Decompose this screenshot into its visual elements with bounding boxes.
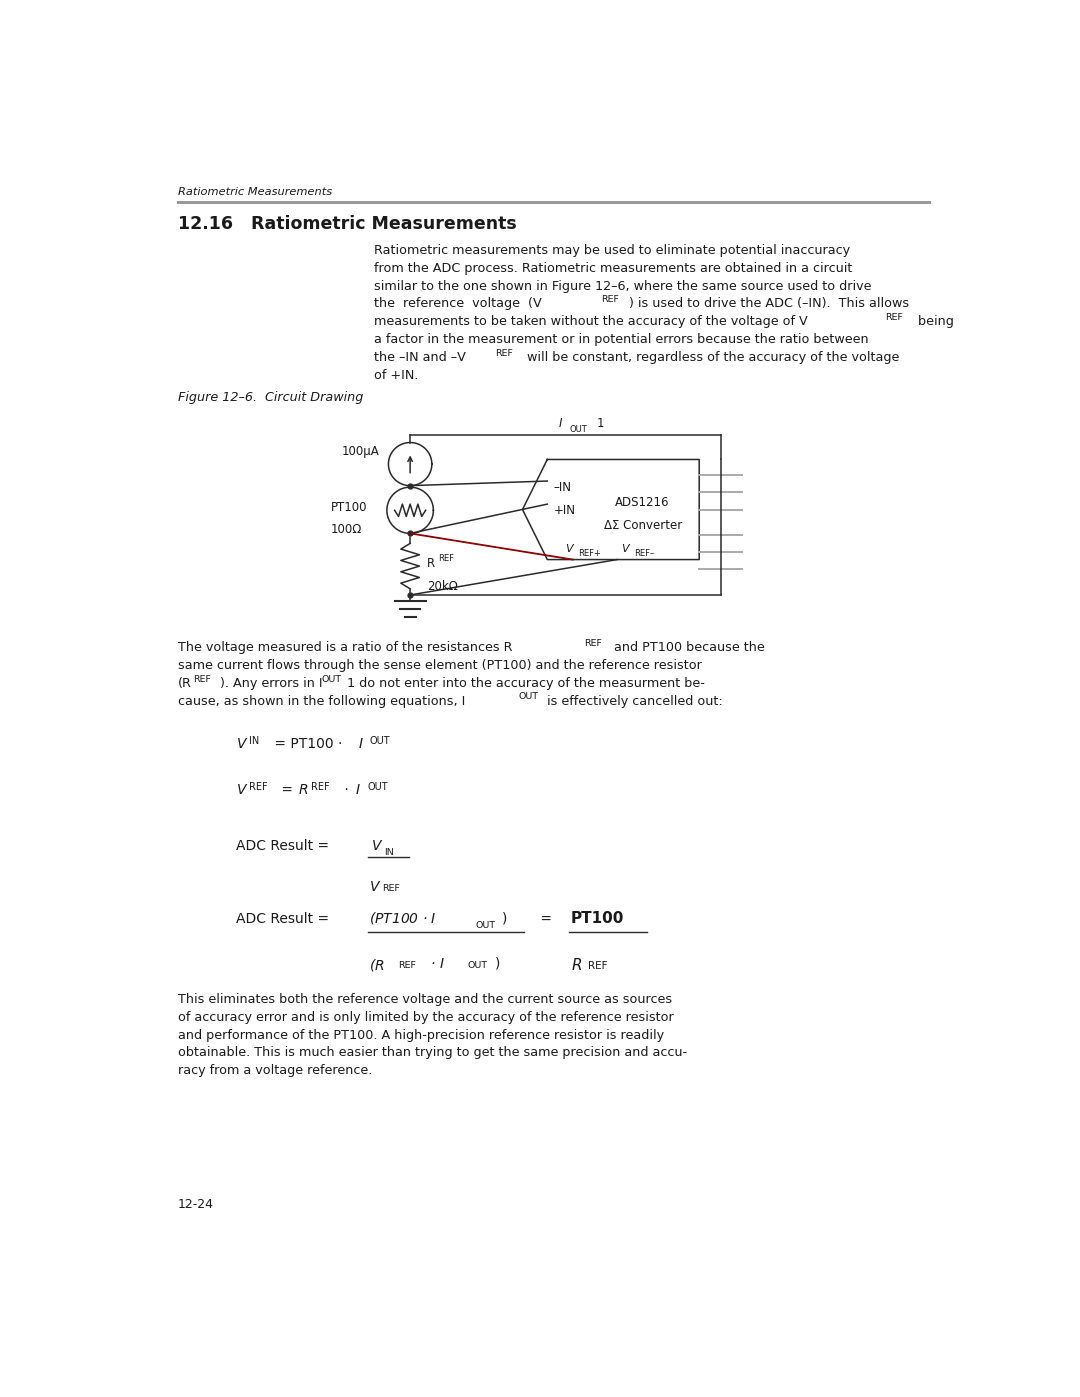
Text: being: being (914, 316, 954, 328)
Text: ) is used to drive the ADC (–IN).  This allows: ) is used to drive the ADC (–IN). This a… (630, 298, 909, 310)
Text: REF: REF (382, 884, 400, 893)
Text: ADC Result =: ADC Result = (235, 912, 334, 926)
Text: ($R$: ($R$ (369, 957, 384, 972)
Text: IN: IN (248, 736, 259, 746)
Text: REF: REF (602, 295, 620, 305)
Text: REF: REF (397, 961, 416, 970)
Text: ): ) (502, 912, 508, 926)
Text: Ratiometric measurements may be used to eliminate potential inaccuracy: Ratiometric measurements may be used to … (374, 244, 850, 257)
Text: OUT: OUT (367, 782, 388, 792)
Text: similar to the one shown in Figure 12–6, where the same source used to drive: similar to the one shown in Figure 12–6,… (374, 279, 872, 292)
Text: IN: IN (383, 848, 393, 858)
Text: –IN: –IN (554, 481, 571, 495)
Text: REF+: REF+ (578, 549, 602, 559)
Text: OUT: OUT (518, 693, 539, 701)
Text: cause, as shown in the following equations, I: cause, as shown in the following equatio… (177, 694, 465, 708)
Text: 12.16   Ratiometric Measurements: 12.16 Ratiometric Measurements (177, 215, 516, 233)
Text: REF: REF (311, 782, 329, 792)
Text: 1: 1 (596, 418, 604, 430)
Text: REF: REF (193, 675, 211, 683)
Text: OUT: OUT (468, 961, 487, 970)
Text: ). Any errors in I: ). Any errors in I (220, 678, 323, 690)
Text: from the ADC process. Ratiometric measurements are obtained in a circuit: from the ADC process. Ratiometric measur… (374, 261, 852, 275)
Text: of accuracy error and is only limited by the accuracy of the reference resistor: of accuracy error and is only limited by… (177, 1010, 673, 1024)
Text: REF–: REF– (634, 549, 654, 559)
Text: 1 do not enter into the accuracy of the measurment be-: 1 do not enter into the accuracy of the … (347, 678, 704, 690)
Text: Ratiometric Measurements: Ratiometric Measurements (177, 187, 332, 197)
Text: measurements to be taken without the accuracy of the voltage of V: measurements to be taken without the acc… (374, 316, 808, 328)
Text: PT100: PT100 (332, 502, 367, 514)
Text: racy from a voltage reference.: racy from a voltage reference. (177, 1065, 372, 1077)
Text: 20kΩ: 20kΩ (428, 580, 458, 592)
Text: a factor in the measurement or in potential errors because the ratio between: a factor in the measurement or in potent… (374, 334, 868, 346)
Text: $V$: $V$ (235, 784, 248, 798)
Text: The voltage measured is a ratio of the resistances R: The voltage measured is a ratio of the r… (177, 641, 512, 654)
Text: $I$: $I$ (355, 784, 361, 798)
Text: REF: REF (248, 782, 268, 792)
Text: Figure 12–6.  Circuit Drawing: Figure 12–6. Circuit Drawing (177, 391, 363, 404)
Text: $V$: $V$ (370, 838, 383, 852)
Text: 100Ω: 100Ω (332, 522, 363, 535)
Text: REF: REF (886, 313, 903, 323)
Text: REF: REF (438, 555, 454, 563)
Text: same current flows through the sense element (PT100) and the reference resistor: same current flows through the sense ele… (177, 659, 702, 672)
Text: the  reference  voltage  (V: the reference voltage (V (374, 298, 541, 310)
Text: $V$: $V$ (235, 738, 248, 752)
Text: ): ) (495, 957, 500, 971)
Text: and PT100 because the: and PT100 because the (610, 641, 765, 654)
Text: the –IN and –V: the –IN and –V (374, 351, 465, 365)
Text: ΔΣ Converter: ΔΣ Converter (604, 518, 681, 532)
Text: $R$: $R$ (298, 784, 308, 798)
Text: OUT: OUT (321, 675, 341, 683)
Text: ADC Result =: ADC Result = (235, 838, 334, 852)
Text: = PT100 ·: = PT100 · (270, 738, 347, 752)
Text: · $I$: · $I$ (427, 957, 445, 971)
Text: R: R (428, 557, 435, 570)
Text: 100μA: 100μA (342, 444, 380, 458)
Text: ADS1216: ADS1216 (616, 496, 670, 509)
Text: $I$: $I$ (557, 418, 563, 430)
Text: =: = (276, 784, 297, 798)
Text: REF: REF (584, 638, 603, 648)
Text: This eliminates both the reference voltage and the current source as sources: This eliminates both the reference volta… (177, 993, 672, 1006)
Text: $R$: $R$ (570, 957, 582, 972)
Text: $V$: $V$ (565, 542, 576, 553)
Text: (PT100 · $I$: (PT100 · $I$ (369, 909, 436, 926)
Text: =: = (536, 912, 556, 926)
Text: $I$: $I$ (359, 738, 364, 752)
Text: and performance of the PT100. A high-precision reference resistor is readily: and performance of the PT100. A high-pre… (177, 1028, 664, 1042)
Text: ·: · (340, 784, 353, 798)
Text: REF: REF (496, 349, 513, 358)
Text: 12-24: 12-24 (177, 1199, 214, 1211)
Text: OUT: OUT (476, 922, 496, 930)
Text: +IN: +IN (554, 504, 576, 517)
Text: $V$: $V$ (369, 880, 381, 894)
Text: will be constant, regardless of the accuracy of the voltage: will be constant, regardless of the accu… (524, 351, 900, 365)
Text: OUT: OUT (369, 736, 391, 746)
Text: (R: (R (177, 678, 191, 690)
Text: PT100: PT100 (570, 911, 624, 926)
Text: OUT: OUT (569, 425, 588, 433)
Text: REF: REF (588, 961, 607, 971)
Text: obtainable. This is much easier than trying to get the same precision and accu-: obtainable. This is much easier than try… (177, 1046, 687, 1059)
Text: $V$: $V$ (621, 542, 631, 553)
Text: of +IN.: of +IN. (374, 369, 418, 381)
Text: is effectively cancelled out:: is effectively cancelled out: (543, 694, 724, 708)
